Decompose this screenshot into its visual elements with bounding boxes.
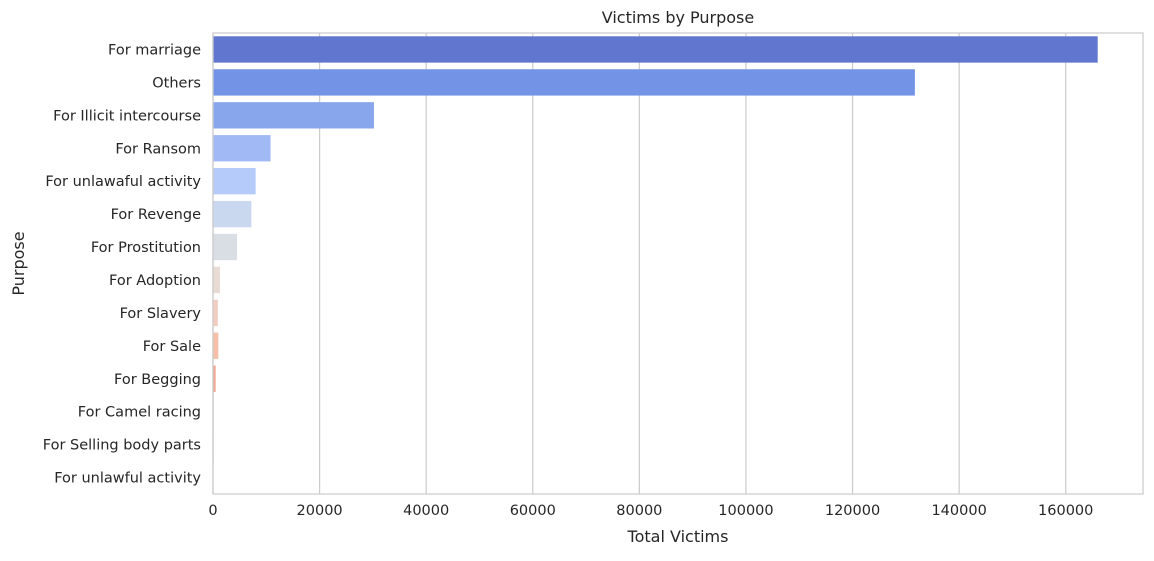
x-tick-label-2: 40000 [403,503,449,519]
x-tick-label-6: 120000 [825,503,880,519]
x-tick-label-5: 100000 [718,503,773,519]
x-tick-label-0: 0 [208,503,217,519]
bar-9 [213,333,218,359]
y-tick-label-5: For Revenge [111,207,202,223]
y-tick-label-9: For Sale [143,339,201,355]
x-tick-label-4: 80000 [616,503,662,519]
x-axis-label: Total Victims [627,527,729,546]
bar-3 [213,135,271,161]
chart-title: Victims by Purpose [602,8,754,27]
y-tick-label-6: For Prostitution [91,240,201,256]
y-tick-label-7: For Adoption [109,273,201,289]
x-tick-labels: 0 20000 40000 60000 80000 100000 120000 140000 1… [208,503,1093,519]
bar-2 [213,102,374,128]
y-tick-label-11: For Camel racing [78,405,201,421]
y-tick-label-10: For Begging [114,372,201,388]
x-tick-label-3: 60000 [510,503,556,519]
y-tick-label-3: For Ransom [115,141,201,157]
bar-0 [213,36,1098,62]
bar-4 [213,168,256,194]
x-tick-label-7: 140000 [931,503,986,519]
y-tick-label-4: For unlawaful activity [45,174,201,190]
bar-8 [213,300,218,326]
x-tick-label-8: 160000 [1038,503,1093,519]
y-tick-label-12: For Selling body parts [43,438,201,454]
y-axis-label: Purpose [9,231,28,295]
y-tick-labels: For marriage Others For Illicit intercours… [43,42,202,486]
y-tick-label-8: For Slavery [120,306,202,322]
x-tick-label-1: 20000 [297,503,343,519]
y-tick-label-1: Others [152,75,201,91]
y-tick-label-0: For marriage [108,42,201,58]
bar-7 [213,267,220,293]
bar-1 [213,69,915,95]
y-tick-label-13: For unlawful activity [54,471,201,487]
bar-5 [213,201,251,227]
bar-layer [213,36,1098,490]
y-tick-label-2: For Illicit intercourse [53,108,201,124]
bar-6 [213,234,237,260]
